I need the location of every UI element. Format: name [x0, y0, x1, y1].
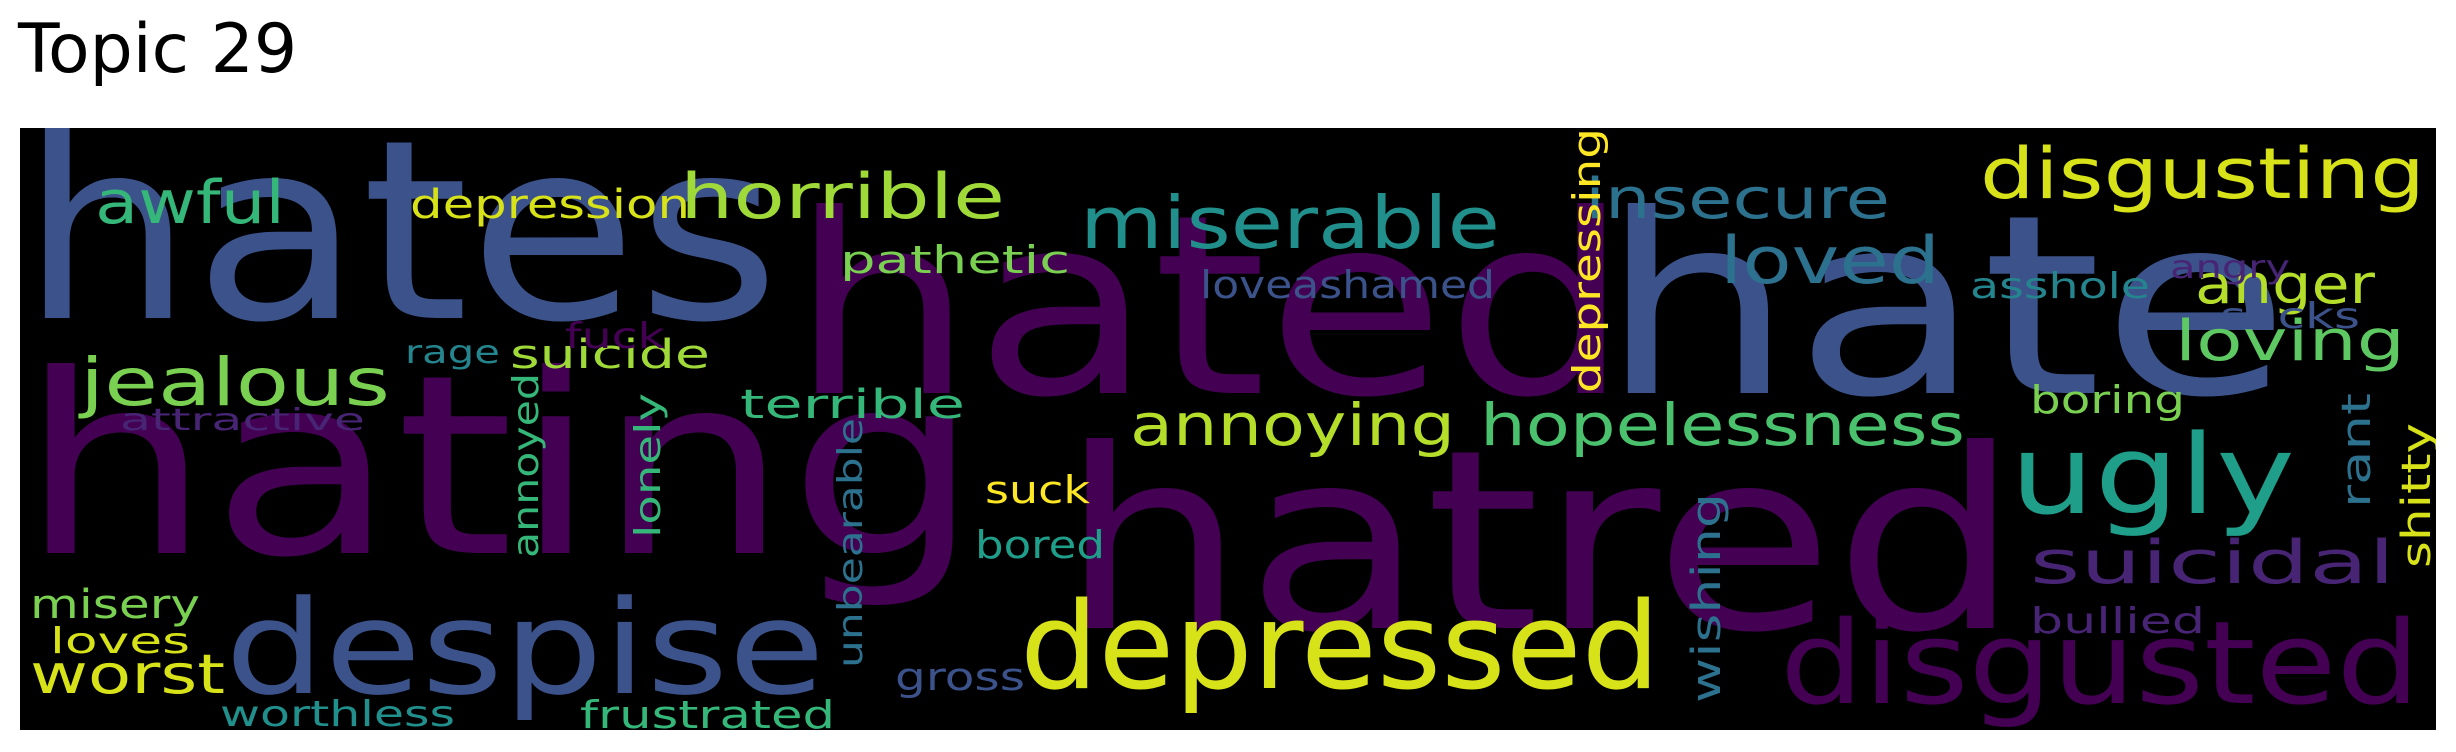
word-jealous: jealous	[77, 344, 390, 421]
word-hates: hates	[20, 128, 780, 377]
page-title: Topic 29	[18, 10, 298, 89]
word-loved: loved	[1720, 224, 1940, 299]
word-lonely: lonely	[628, 393, 669, 538]
word-ugly: ugly	[2010, 411, 2295, 539]
word-terrible: terrible	[740, 382, 965, 428]
word-miserable: miserable	[1080, 181, 1500, 265]
word-loveashamed: loveashamed	[1200, 263, 1495, 307]
word-depressing: depressing	[1565, 128, 1609, 393]
word-sucks: sucks	[2220, 296, 2360, 337]
word-bored: bored	[975, 523, 1105, 567]
word-annoyed: annoyed	[506, 373, 547, 558]
word-insecure: insecure	[1585, 167, 1890, 232]
word-anger: anger	[2195, 253, 2376, 316]
word-asshole: asshole	[1970, 266, 2150, 307]
word-suicide: suicide	[510, 332, 710, 378]
word-disgusted: disgusted	[1780, 597, 2420, 730]
word-suicidal: suicidal	[2030, 528, 2395, 598]
word-hopelessness: hopelessness	[1480, 391, 1965, 459]
word-horrible: horrible	[680, 160, 1005, 233]
word-disgusting: disgusting	[1980, 133, 2425, 215]
word-angry: angry	[2170, 248, 2290, 286]
word-hated: hated	[790, 161, 1630, 452]
word-fuck: fuck	[565, 316, 665, 357]
word-unbearable: unbearable	[831, 418, 871, 668]
word-attractive: attractive	[120, 403, 365, 438]
word-rant: rant	[2334, 393, 2380, 508]
word-hating: hating	[20, 321, 980, 612]
word-cloud: hates hated hate hating hatred despise depress…	[20, 128, 2436, 730]
word-bullied: bullied	[2030, 601, 2205, 642]
word-despise: despise	[225, 572, 825, 724]
word-boring: boring	[2030, 378, 2185, 422]
word-misery: misery	[30, 582, 200, 628]
word-gross: gross	[895, 655, 1025, 699]
word-pathetic: pathetic	[840, 238, 1070, 282]
word-loving: loving	[2175, 309, 2405, 374]
word-hate: hate	[1600, 161, 2290, 452]
word-depressed: depressed	[1020, 578, 1660, 717]
word-rage: rage	[405, 333, 500, 371]
word-suck: suck	[985, 468, 1090, 512]
word-annoying: annoying	[1130, 391, 1455, 459]
word-worst: worst	[30, 643, 225, 706]
word-awful: awful	[95, 168, 285, 238]
word-depression: depression	[410, 182, 690, 228]
word-wishing: wishing	[1684, 493, 1730, 703]
word-frustrated: frustrated	[580, 693, 835, 730]
word-loves: loves	[50, 621, 190, 662]
word-worthless: worthless	[220, 694, 455, 730]
word-shitty: shitty	[2394, 423, 2436, 568]
word-hatred: hatred	[1060, 396, 2020, 687]
